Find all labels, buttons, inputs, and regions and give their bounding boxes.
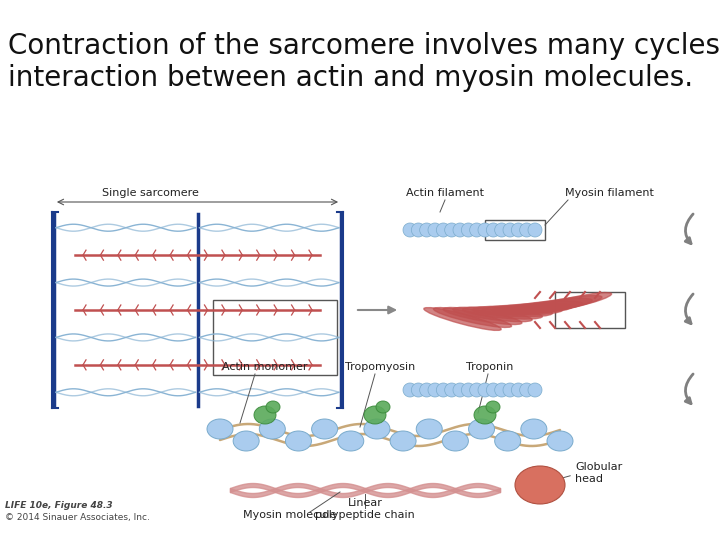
Circle shape — [486, 383, 500, 397]
Circle shape — [411, 383, 426, 397]
Ellipse shape — [266, 401, 280, 413]
Ellipse shape — [534, 293, 611, 313]
Circle shape — [453, 223, 467, 237]
Ellipse shape — [521, 419, 547, 439]
Text: Actin filament: Actin filament — [406, 188, 484, 198]
Circle shape — [511, 383, 526, 397]
Ellipse shape — [424, 308, 501, 330]
Circle shape — [469, 383, 484, 397]
Ellipse shape — [547, 431, 573, 451]
Circle shape — [462, 383, 475, 397]
Text: © 2014 Sinauer Associates, Inc.: © 2014 Sinauer Associates, Inc. — [5, 513, 150, 522]
Text: Globular
head: Globular head — [575, 462, 622, 484]
Ellipse shape — [492, 303, 572, 314]
Ellipse shape — [312, 419, 338, 439]
Text: LIFE 10e, Figure 48.3: LIFE 10e, Figure 48.3 — [5, 501, 112, 510]
Circle shape — [511, 223, 526, 237]
Circle shape — [436, 223, 450, 237]
Ellipse shape — [503, 301, 582, 313]
Bar — [485, 220, 545, 240]
Ellipse shape — [338, 431, 364, 451]
Text: Tropomyosin: Tropomyosin — [345, 362, 415, 372]
Circle shape — [462, 223, 475, 237]
Ellipse shape — [513, 298, 592, 313]
Ellipse shape — [390, 431, 416, 451]
Text: Troponin: Troponin — [467, 362, 513, 372]
Circle shape — [503, 223, 517, 237]
Circle shape — [528, 223, 542, 237]
Text: Actin and Myosin Filaments Overlap to Form Myofibrils: Actin and Myosin Filaments Overlap to Fo… — [6, 6, 346, 19]
Circle shape — [503, 383, 517, 397]
Text: Contraction of the sarcomere involves many cycles of: Contraction of the sarcomere involves ma… — [8, 32, 720, 60]
Circle shape — [420, 383, 433, 397]
Circle shape — [445, 383, 459, 397]
Circle shape — [428, 383, 442, 397]
Ellipse shape — [233, 431, 259, 451]
Ellipse shape — [469, 419, 495, 439]
Circle shape — [520, 383, 534, 397]
Text: Myosin filament: Myosin filament — [565, 188, 654, 198]
Text: Actin monomer: Actin monomer — [222, 362, 307, 372]
Ellipse shape — [474, 406, 496, 424]
Text: Myosin molecule: Myosin molecule — [243, 510, 337, 520]
Bar — [555, 292, 625, 328]
Circle shape — [453, 383, 467, 397]
Circle shape — [420, 223, 433, 237]
Circle shape — [403, 383, 417, 397]
Ellipse shape — [472, 306, 552, 317]
Text: Linear
polypeptide chain: Linear polypeptide chain — [315, 498, 415, 520]
Ellipse shape — [364, 406, 386, 424]
Circle shape — [478, 383, 492, 397]
Circle shape — [495, 383, 508, 397]
Ellipse shape — [495, 431, 521, 451]
Circle shape — [478, 223, 492, 237]
Circle shape — [428, 223, 442, 237]
Circle shape — [486, 223, 500, 237]
Ellipse shape — [259, 419, 285, 439]
Circle shape — [528, 383, 542, 397]
Bar — [212, 300, 337, 375]
Ellipse shape — [453, 307, 532, 322]
Ellipse shape — [443, 307, 522, 325]
Circle shape — [495, 223, 508, 237]
Ellipse shape — [285, 431, 312, 451]
Circle shape — [520, 223, 534, 237]
Ellipse shape — [207, 419, 233, 439]
Ellipse shape — [416, 419, 442, 439]
Ellipse shape — [482, 305, 562, 315]
Circle shape — [436, 383, 450, 397]
Circle shape — [445, 223, 459, 237]
Ellipse shape — [523, 295, 602, 313]
Circle shape — [403, 223, 417, 237]
Ellipse shape — [364, 419, 390, 439]
Text: interaction between actin and myosin molecules.: interaction between actin and myosin mol… — [8, 64, 693, 92]
Ellipse shape — [515, 466, 565, 504]
Ellipse shape — [463, 307, 542, 319]
Ellipse shape — [254, 406, 276, 424]
Text: Single sarcomere: Single sarcomere — [102, 188, 199, 198]
Circle shape — [469, 223, 484, 237]
Ellipse shape — [486, 401, 500, 413]
Circle shape — [411, 223, 426, 237]
Ellipse shape — [376, 401, 390, 413]
Ellipse shape — [442, 431, 469, 451]
Ellipse shape — [433, 308, 512, 327]
